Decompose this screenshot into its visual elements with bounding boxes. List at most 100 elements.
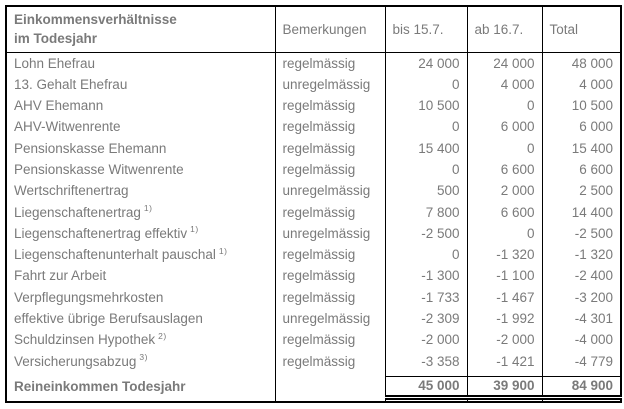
row-value-from: -1 100 (466, 265, 543, 287)
table-row: AHV-Witwenrente regelmässig 0 6 000 6 00… (5, 116, 622, 138)
total-total: 84 900 (541, 376, 622, 401)
table-footer: Reineinkommen Todesjahr 45 000 39 900 84… (5, 371, 622, 402)
row-remark: regelmässig (274, 286, 386, 309)
row-remark: regelmässig (274, 95, 386, 117)
header-from-16-7: ab 16.7. (466, 6, 543, 53)
row-value-total: 6 600 (541, 158, 622, 181)
row-value-total: 15 400 (541, 137, 622, 159)
row-footnote-marker: 1) (190, 224, 199, 235)
table-row: Liegenschaftenertrag effektiv 1) unregelm… (5, 222, 622, 245)
row-remark: regelmässig (274, 265, 386, 287)
table-row: Schuldzinsen Hypothek 2) regelmässig -2 0… (5, 329, 622, 351)
row-label: Pensionskasse Witwenrente (14, 161, 184, 177)
row-value-total: -2 500 (541, 222, 622, 245)
header-total: Total (541, 6, 622, 53)
total-row: Reineinkommen Todesjahr 45 000 39 900 84… (5, 376, 622, 401)
row-value-until: 24 000 (384, 52, 468, 74)
table-row: Pensionskasse Ehemann regelmässig 15 400… (5, 137, 622, 159)
row-value-total: -4 779 (541, 350, 622, 372)
row-footnote-marker: 2) (158, 330, 167, 341)
row-value-total: -4 301 (541, 308, 622, 330)
row-value-total: 6 000 (541, 116, 622, 138)
row-value-from: -1 467 (466, 286, 543, 309)
row-footnote-marker: 1) (218, 245, 228, 256)
row-value-total: 48 000 (541, 52, 622, 74)
row-label: Schuldzinsen Hypothek (14, 332, 156, 348)
row-label: AHV Ehemann (14, 98, 104, 114)
header-title-line1: Einkommensverhältnisse (14, 12, 177, 28)
row-remark: regelmässig (274, 158, 386, 181)
row-label: AHV-Witwenrente (14, 119, 121, 135)
table-row: Fahrt zur Arbeit regelmässig -1 300 -1 1… (5, 265, 622, 287)
row-label: effektive übrige Berufsauslagen (14, 311, 203, 327)
row-remark: unregelmässig (274, 222, 386, 245)
row-remark: regelmässig (274, 201, 386, 223)
bottom-gap-row (5, 397, 622, 402)
row-value-from: -1 992 (466, 308, 543, 330)
row-value-from: 6 600 (466, 201, 543, 223)
row-label: Liegenschaftenertrag (14, 204, 141, 220)
table-row: Pensionskasse Witwenrente regelmässig 0 … (5, 158, 622, 181)
gap-row (5, 371, 622, 377)
row-value-until: -2 309 (384, 308, 468, 330)
row-value-total: -4 000 (541, 329, 622, 351)
row-value-total: -1 320 (541, 244, 622, 266)
row-value-from: 2 000 (466, 180, 543, 202)
row-value-total: 14 400 (541, 201, 622, 223)
row-value-until: 0 (384, 158, 468, 181)
row-remark: regelmässig (274, 244, 386, 266)
row-label: Liegenschaftenunterhalt pauschal (14, 247, 216, 263)
row-remark: unregelmässig (274, 180, 386, 202)
total-until: 45 000 (384, 376, 468, 401)
total-label: Reineinkommen Todesjahr (5, 376, 276, 398)
row-label: Pensionskasse Ehemann (14, 140, 167, 156)
row-label: Fahrt zur Arbeit (14, 268, 107, 284)
row-remark: regelmässig (274, 350, 386, 372)
row-value-until: 7 800 (384, 201, 468, 223)
row-value-until: 0 (384, 244, 468, 266)
header-row: Einkommensverhältnisse im Todesjahr Beme… (5, 6, 622, 53)
header-until-15-7: bis 15.7. (384, 6, 468, 53)
row-remark: unregelmässig (274, 73, 386, 96)
row-label: Lohn Ehefrau (14, 55, 96, 71)
header-title: Einkommensverhältnisse im Todesjahr (5, 6, 276, 53)
row-value-until: -2 500 (384, 222, 468, 245)
row-value-until: -1 733 (384, 286, 468, 309)
row-value-until: -1 300 (384, 265, 468, 287)
row-value-total: -2 400 (541, 265, 622, 287)
row-value-from: -1 421 (466, 350, 543, 372)
row-value-total: 2 500 (541, 180, 622, 202)
row-value-from: 24 000 (466, 52, 543, 74)
row-label: Wertschriftenertrag (14, 183, 129, 199)
row-value-until: 500 (384, 180, 468, 202)
row-footnote-marker: 1) (143, 203, 153, 214)
row-value-from: 0 (466, 95, 543, 117)
table-row: AHV Ehemann regelmässig 10 500 0 10 500 (5, 95, 622, 117)
row-remark: regelmässig (274, 137, 386, 159)
row-value-until: 0 (384, 116, 468, 138)
income-table: Einkommensverhältnisse im Todesjahr Beme… (5, 5, 622, 403)
row-value-from: 0 (466, 222, 543, 245)
row-remark: regelmässig (274, 329, 386, 351)
row-value-from: -1 320 (466, 244, 543, 266)
row-label: Verpflegungsmehrkosten (14, 289, 164, 305)
table-header: Einkommensverhältnisse im Todesjahr Beme… (5, 6, 622, 53)
row-label: Liegenschaftenertrag effektiv (14, 225, 188, 241)
row-value-until: 0 (384, 73, 468, 96)
row-value-until: 15 400 (384, 137, 468, 159)
row-remark: unregelmässig (274, 308, 386, 330)
row-footnote-marker: 3) (139, 352, 148, 363)
header-remarks: Bemerkungen (274, 6, 386, 53)
row-value-total: 10 500 (541, 95, 622, 117)
total-from: 39 900 (466, 376, 543, 401)
header-title-line2: im Todesjahr (14, 31, 98, 47)
row-value-from: 4 000 (466, 73, 543, 96)
row-value-from: 6 000 (466, 116, 543, 138)
row-remark: regelmässig (274, 116, 386, 138)
table-row: Wertschriftenertrag unregelmässig 500 2 … (5, 180, 622, 202)
table-row: Versicherungsabzug 3) regelmässig -3 358 … (5, 350, 622, 372)
table-row: effektive übrige Berufsauslagen unregelm… (5, 308, 622, 330)
table-row: 13. Gehalt Ehefrau unregelmässig 0 4 000… (5, 73, 622, 96)
table-body: Lohn Ehefrau regelmässig 24 000 24 000 4… (5, 52, 622, 372)
table-row: Liegenschaftenertrag 1) regelmässig 7 800… (5, 201, 622, 223)
